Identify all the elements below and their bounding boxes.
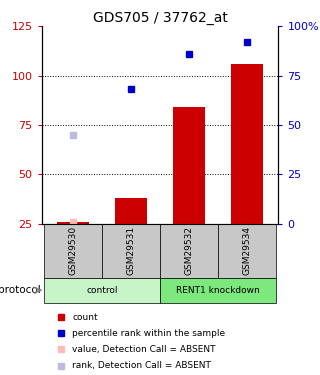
Text: protocol: protocol [0,285,41,295]
Text: GSM29532: GSM29532 [184,226,193,275]
Bar [160,278,276,303]
Bar [218,224,276,278]
Bar [160,224,218,278]
Bar [44,278,160,303]
Text: percentile rank within the sample: percentile rank within the sample [72,329,226,338]
Bar [173,107,205,224]
Bar [115,198,147,224]
Bar [231,64,262,224]
Text: control: control [86,286,118,295]
Text: GSM29530: GSM29530 [69,226,78,275]
Text: GSM29531: GSM29531 [127,226,136,275]
Text: RENT1 knockdown: RENT1 knockdown [176,286,260,295]
Bar [102,224,160,278]
Title: GDS705 / 37762_at: GDS705 / 37762_at [92,11,228,25]
Text: value, Detection Call = ABSENT: value, Detection Call = ABSENT [72,345,216,354]
Text: count: count [72,313,98,322]
Bar [44,224,102,278]
Text: GSM29534: GSM29534 [242,226,251,275]
Bar [58,222,89,224]
Text: rank, Detection Call = ABSENT: rank, Detection Call = ABSENT [72,361,211,370]
